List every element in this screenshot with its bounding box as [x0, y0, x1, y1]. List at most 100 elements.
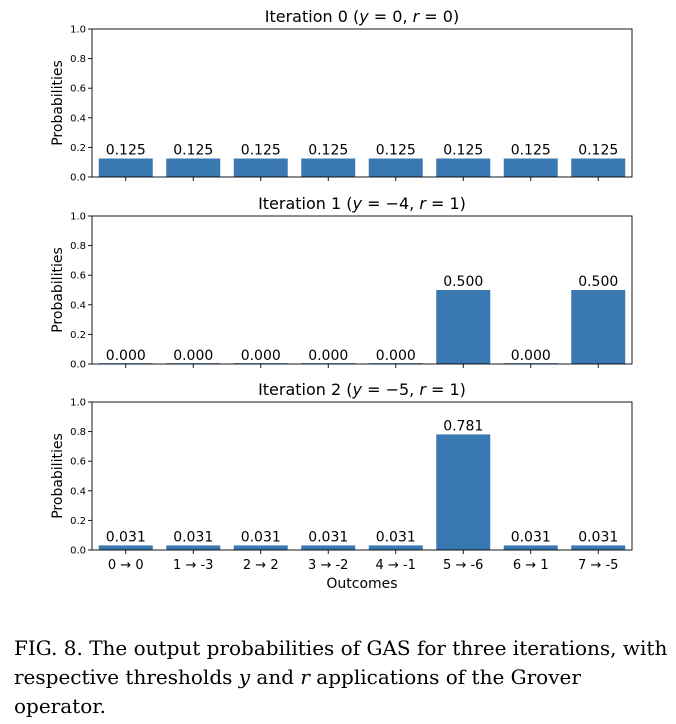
y-tick-label: 0.0 [70, 173, 86, 184]
chart-title-part: r [413, 7, 421, 26]
x-axis-label: Outcomes [326, 576, 397, 592]
y-tick-label: 0.8 [70, 241, 86, 252]
data-label: 0.031 [241, 529, 281, 545]
data-label: 0.000 [241, 348, 281, 364]
data-label: 0.125 [173, 143, 213, 159]
figure-caption: FIG. 8. The output probabilities of GAS … [14, 634, 670, 721]
y-axis-label: Probabilities [50, 60, 66, 146]
chart-panel-2: 0.0 0.2 0.4 0.6 0.8 1.0 0 → 0 0.031 1 → -3 0.031 2… [50, 380, 633, 592]
data-label: 0.000 [106, 348, 146, 364]
caption-suffix: applications of the Grover operator. [14, 665, 581, 718]
y-tick-label: 1.0 [70, 25, 86, 36]
data-label: 0.000 [173, 348, 213, 364]
y-tick-label: 0.0 [70, 546, 86, 557]
x-tick-label: 5 → -6 [443, 558, 483, 573]
data-label: 0.031 [578, 529, 618, 545]
x-tick-label: 0 → 0 [108, 558, 144, 573]
y-tick-label: 0.2 [70, 516, 86, 527]
x-tick-label: 1 → -3 [173, 558, 213, 573]
axes-frame [91, 215, 633, 365]
y-tick-label: 1.0 [70, 212, 86, 223]
bar [166, 545, 221, 550]
chart-title-part: = 0, [369, 7, 413, 26]
bar [571, 290, 626, 364]
data-label: 0.125 [511, 143, 551, 159]
chart-title: Iteration 2 (y = −5, r = 1) [258, 380, 466, 399]
bar [503, 158, 558, 177]
y-tick-label: 0.4 [70, 113, 86, 124]
y-tick-label: 0.6 [70, 84, 86, 95]
caption-var-r: r [300, 665, 310, 689]
y-tick-label: 0.4 [70, 300, 86, 311]
chart-panel-0: 0.0 0.2 0.4 0.6 0.8 1.0 0.125 0.125 0.125 0.125 0.… [50, 7, 633, 184]
y-tick-label: 0.0 [70, 360, 86, 371]
bar [98, 545, 153, 550]
y-tick-label: 0.4 [70, 486, 86, 497]
chart-title-part: y [352, 380, 363, 399]
data-label: 0.125 [578, 143, 618, 159]
chart-title: Iteration 1 (y = −4, r = 1) [258, 194, 466, 213]
chart-title-part: = 1) [426, 194, 466, 213]
chart-title-part: = 0) [419, 7, 459, 26]
chart-title-part: Iteration 2 ( [258, 380, 352, 399]
x-tick-label: 2 → 2 [243, 558, 279, 573]
chart-title-part: r [419, 194, 427, 213]
y-axis-label: Probabilities [50, 433, 66, 519]
y-tick-label: 0.6 [70, 271, 86, 282]
chart-title-part: r [419, 380, 427, 399]
data-label: 0.125 [443, 143, 483, 159]
y-tick-label: 1.0 [70, 398, 86, 409]
data-label: 0.125 [376, 143, 416, 159]
data-label: 0.125 [106, 143, 146, 159]
chart-title: Iteration 0 (y = 0, r = 0) [265, 7, 459, 26]
x-tick-label: 3 → -2 [308, 558, 348, 573]
data-label: 0.125 [241, 143, 281, 159]
figure: 0.0 0.2 0.4 0.6 0.8 1.0 0.125 0.125 0.125 0.125 0.… [50, 7, 633, 592]
bar [166, 158, 221, 177]
y-tick-label: 0.6 [70, 457, 86, 468]
bar [436, 290, 491, 364]
data-label: 0.031 [376, 529, 416, 545]
bar [98, 158, 153, 177]
caption-middle: and [250, 665, 301, 689]
caption-prefix: FIG. 8. The output probabilities of GAS … [14, 636, 668, 689]
bar [301, 545, 356, 550]
axes-frame [91, 28, 633, 178]
bar [436, 434, 491, 550]
chart-panel-1: 0.0 0.2 0.4 0.6 0.8 1.0 0.000 0.000 0.000 0.000 0.… [50, 194, 633, 371]
y-tick-label: 0.8 [70, 427, 86, 438]
chart-title-part: = 1) [426, 380, 466, 399]
data-label: 0.031 [308, 529, 348, 545]
x-tick-label: 4 → -1 [376, 558, 416, 573]
x-tick-label: 7 → -5 [578, 558, 618, 573]
y-tick-label: 0.8 [70, 54, 86, 65]
data-label: 0.000 [308, 348, 348, 364]
chart-title-part: = −4, [362, 194, 419, 213]
data-label: 0.031 [173, 529, 213, 545]
data-label: 0.125 [308, 143, 348, 159]
data-label: 0.500 [578, 274, 618, 290]
bar [301, 158, 356, 177]
chart-title-part: y [358, 7, 369, 26]
chart-title-part: Iteration 0 ( [265, 7, 359, 26]
bar [571, 158, 626, 177]
y-axis-label: Probabilities [50, 247, 66, 333]
data-label: 0.031 [106, 529, 146, 545]
bar [503, 545, 558, 550]
bar [436, 158, 491, 177]
data-label: 0.031 [511, 529, 551, 545]
data-label: 0.500 [443, 274, 483, 290]
data-label: 0.000 [511, 348, 551, 364]
data-label: 0.781 [443, 418, 483, 434]
axes-frame [91, 401, 633, 551]
x-tick-label: 6 → 1 [513, 558, 549, 573]
y-tick-label: 0.2 [70, 143, 86, 154]
chart-title-part: Iteration 1 ( [258, 194, 352, 213]
chart-title-part: = −5, [362, 380, 419, 399]
chart-title-part: y [352, 194, 363, 213]
y-tick-label: 0.2 [70, 330, 86, 341]
bar [368, 158, 423, 177]
bar [233, 545, 288, 550]
data-label: 0.000 [376, 348, 416, 364]
bar [368, 545, 423, 550]
